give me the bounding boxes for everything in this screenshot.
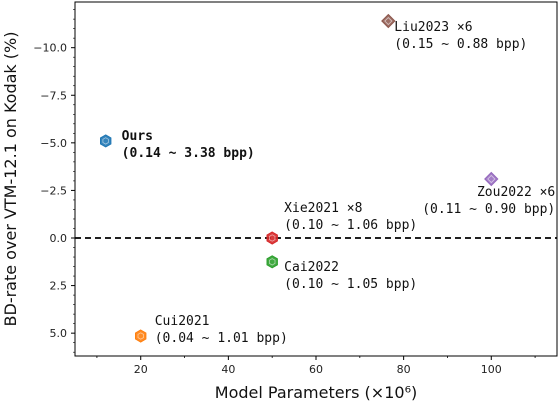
x-tick-label: 20	[134, 363, 148, 376]
point-cui2021: Cui2021 (0.04 ~ 1.01 bpp)	[135, 314, 288, 346]
point-label-name: Cai2022	[284, 260, 339, 275]
point-marker	[266, 255, 278, 269]
point-label-range: (0.15 ~ 0.88 bpp)	[394, 37, 527, 52]
y-tick-label: 0.0	[50, 232, 68, 245]
y-axis-label: BD-rate over VTM-12.1 on Kodak (%)	[1, 32, 20, 327]
x-tick-label: 60	[309, 363, 323, 376]
point-label-range: (0.04 ~ 1.01 bpp)	[155, 331, 288, 346]
data-points: Ours (0.14 ~ 3.38 bpp) Liu2023 ×6 (0.15 ~ 0…	[100, 13, 555, 346]
point-xie2021: Xie2021 ×8 (0.10 ~ 1.06 bpp)	[266, 201, 417, 245]
y-axis-ticks: −10.0 −7.5 −5.0 −2.5 0.0 2.5 5.0	[33, 9, 75, 353]
point-marker	[266, 231, 278, 245]
point-marker	[381, 13, 396, 29]
plot-area: 20 40 60 80 100 −10.0 −7.5 −5.0 −2.5 0.0 2.5 5.0 O…	[33, 1, 558, 376]
point-marker-inner	[384, 16, 393, 26]
point-marker	[135, 329, 147, 343]
point-label-range: (0.10 ~ 1.05 bpp)	[284, 277, 417, 292]
y-tick-label: 5.0	[50, 327, 68, 340]
x-tick-label: 40	[221, 363, 235, 376]
point-label-name: Zou2022 ×6	[477, 185, 555, 200]
y-tick-label: −5.0	[40, 137, 67, 150]
y-tick-label: −2.5	[40, 184, 67, 197]
point-marker-inner	[268, 258, 276, 266]
x-tick-label: 80	[397, 363, 411, 376]
point-label-name: Cui2021	[155, 314, 210, 329]
x-axis-label: Model Parameters (×10⁶)	[215, 383, 417, 402]
point-ours: Ours (0.14 ~ 3.38 bpp)	[100, 129, 255, 161]
point-label-range: (0.14 ~ 3.38 bpp)	[122, 146, 255, 161]
point-label-name: Liu2023 ×6	[394, 20, 472, 35]
point-label-name: Ours	[122, 129, 153, 144]
point-marker-inner	[137, 332, 144, 340]
y-tick-label: −7.5	[40, 89, 67, 102]
point-cai2022: Cai2022 (0.10 ~ 1.05 bpp)	[266, 255, 417, 292]
point-marker-inner	[102, 137, 109, 145]
point-liu2023: Liu2023 ×6 (0.15 ~ 0.88 bpp)	[381, 13, 527, 52]
point-marker	[100, 134, 112, 148]
x-tick-label: 100	[481, 363, 502, 376]
point-marker-inner	[268, 234, 276, 242]
point-label-range: (0.11 ~ 0.90 bpp)	[422, 202, 555, 217]
point-marker-inner	[487, 174, 496, 184]
point-label-name: Xie2021 ×8	[284, 201, 362, 216]
point-marker	[484, 171, 499, 187]
y-tick-label: 2.5	[50, 280, 68, 293]
y-tick-label: −10.0	[33, 42, 67, 55]
point-label-range: (0.10 ~ 1.06 bpp)	[284, 218, 417, 233]
x-axis-ticks: 20 40 60 80 100	[96, 356, 536, 376]
point-zou2022: Zou2022 ×6 (0.11 ~ 0.90 bpp)	[422, 171, 555, 217]
